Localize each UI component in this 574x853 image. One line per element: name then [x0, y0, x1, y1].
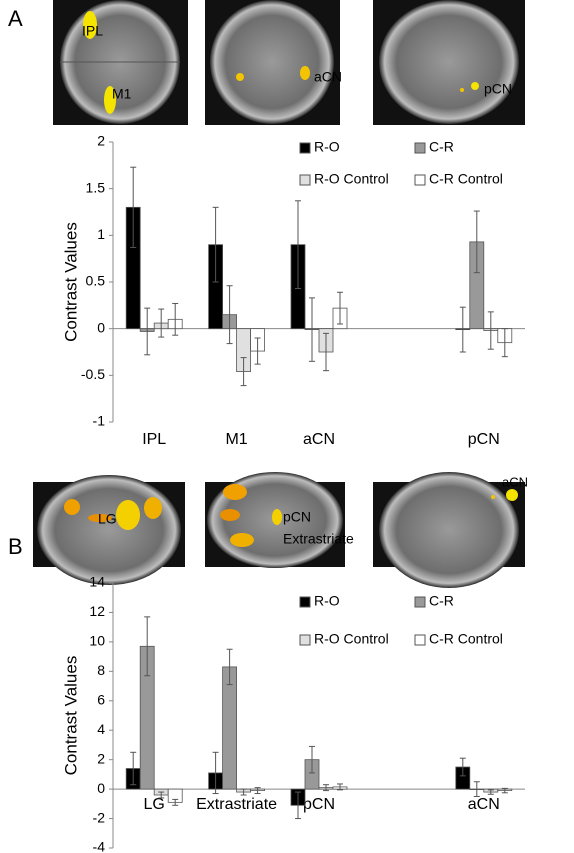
panel-label: A — [8, 6, 23, 31]
error-bar — [323, 332, 329, 372]
y-tick-label: 10 — [89, 633, 105, 649]
y-tick-label: 6 — [97, 691, 105, 707]
error-bar — [130, 751, 137, 786]
image-label: aCN — [502, 474, 528, 489]
legend-label: C-R Control — [429, 171, 503, 187]
error-bar — [337, 783, 343, 791]
brain-image — [373, 472, 525, 588]
error-bar — [487, 789, 494, 795]
legend-swatch — [414, 174, 426, 186]
legend-label: C-R Control — [429, 631, 503, 647]
error-bar — [501, 787, 508, 794]
error-bar — [158, 308, 165, 338]
error-bar — [337, 291, 343, 325]
y-tick-label: 2 — [97, 750, 105, 766]
y-tick-label: 0 — [97, 780, 105, 796]
legend-swatch — [299, 174, 311, 186]
y-tick-label: -2 — [93, 809, 106, 825]
brain-image — [373, 0, 525, 125]
legend-label: R-O — [314, 593, 340, 609]
error-bar — [172, 302, 179, 336]
error-bar — [295, 791, 301, 820]
error-bar — [144, 616, 151, 677]
error-bar — [473, 781, 480, 797]
legend-label: C-R — [429, 139, 454, 155]
legend-swatch — [414, 634, 426, 646]
legend-swatch — [414, 142, 426, 154]
error-bar — [254, 337, 261, 365]
legend-label: R-O — [314, 139, 340, 155]
error-bar — [130, 166, 137, 248]
y-tick-label: 1.5 — [86, 179, 106, 195]
error-bar — [144, 307, 151, 356]
brain-image — [33, 475, 185, 585]
image-label: aCN — [314, 69, 342, 85]
image-label: LG — [98, 511, 117, 527]
y-tick-label: 12 — [89, 603, 105, 619]
error-bar — [459, 306, 466, 353]
y-tick-label: -4 — [93, 839, 106, 853]
y-tick-label: -0.5 — [81, 366, 105, 382]
image-label: M1 — [112, 86, 132, 102]
error-bar — [323, 784, 329, 792]
error-bar — [226, 285, 233, 345]
y-axis-label: Contrast Values — [61, 656, 80, 776]
y-tick-label: 2 — [97, 133, 105, 149]
error-bar — [212, 206, 219, 283]
brain-image — [205, 472, 345, 568]
legend-label: C-R — [429, 593, 454, 609]
error-bar — [240, 788, 247, 796]
legend-label: R-O Control — [314, 631, 389, 647]
y-tick-label: 0 — [97, 319, 105, 335]
error-bar — [309, 745, 315, 774]
error-bar — [212, 751, 219, 795]
error-bar — [487, 311, 494, 350]
error-bar — [473, 210, 480, 274]
x-tick-label: aCN — [468, 796, 500, 813]
image-label: Extrastriate — [283, 531, 354, 547]
error-bar — [459, 757, 466, 777]
error-bar — [309, 297, 315, 362]
y-tick-label: 14 — [89, 574, 105, 590]
error-bar — [240, 357, 247, 387]
x-tick-label: LG — [144, 796, 165, 813]
x-tick-label: aCN — [303, 431, 335, 448]
brain-image — [53, 0, 188, 125]
error-bar — [501, 328, 508, 358]
legend-swatch — [299, 634, 311, 646]
image-label: pCN — [484, 81, 512, 97]
bar — [222, 666, 238, 790]
error-bar — [172, 798, 179, 806]
y-axis-label: Contrast Values — [61, 222, 80, 342]
legend-swatch — [414, 596, 426, 608]
y-tick-label: 1 — [97, 226, 105, 242]
image-label: pCN — [283, 509, 311, 525]
image-label: IPL — [82, 23, 103, 39]
y-tick-label: -1 — [93, 413, 106, 429]
brain-image — [205, 0, 340, 125]
y-tick-label: 8 — [97, 662, 105, 678]
legend-swatch — [299, 596, 311, 608]
y-tick-label: 0.5 — [86, 273, 106, 289]
error-bar — [158, 791, 165, 799]
error-bar — [295, 200, 301, 290]
y-tick-label: 4 — [97, 721, 105, 737]
x-tick-label: pCN — [303, 796, 335, 813]
x-tick-label: M1 — [225, 431, 247, 448]
legend-label: R-O Control — [314, 171, 389, 187]
error-bar — [254, 787, 261, 795]
x-tick-label: IPL — [142, 431, 166, 448]
x-tick-label: pCN — [468, 431, 500, 448]
panel-label: B — [8, 534, 23, 559]
legend-swatch — [299, 142, 311, 154]
x-tick-label: Extrastriate — [196, 796, 277, 813]
error-bar — [226, 648, 233, 686]
